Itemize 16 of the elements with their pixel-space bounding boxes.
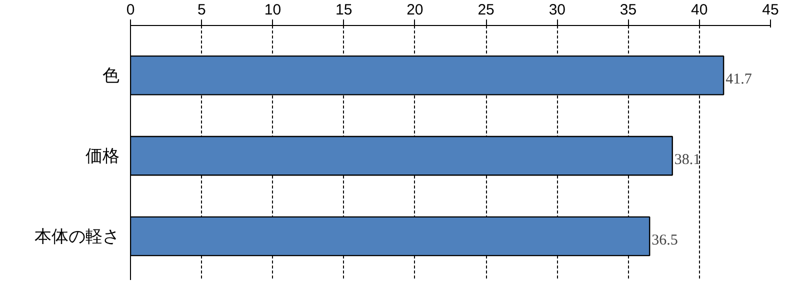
y-tick-label: 色 — [102, 66, 120, 85]
x-tick-label: 25 — [478, 2, 494, 18]
y-tick-label: 本体の軽さ — [34, 226, 120, 246]
x-tick-label: 20 — [406, 2, 424, 18]
x-tick-label: 5 — [197, 2, 206, 18]
y-tick-label: 価格 — [86, 146, 120, 166]
x-tick-label: 30 — [548, 2, 566, 18]
x-tick-label: 35 — [620, 2, 637, 18]
x-tick-label: 10 — [264, 2, 282, 18]
data-label: 38.1 — [674, 152, 701, 168]
x-tick-label: 0 — [126, 2, 135, 18]
data-label: 36.5 — [652, 232, 678, 248]
data-label: 41.7 — [726, 71, 752, 88]
x-tick-label: 15 — [335, 2, 352, 18]
x-tick-label: 40 — [691, 2, 708, 18]
x-tick-label: 45 — [762, 2, 779, 18]
